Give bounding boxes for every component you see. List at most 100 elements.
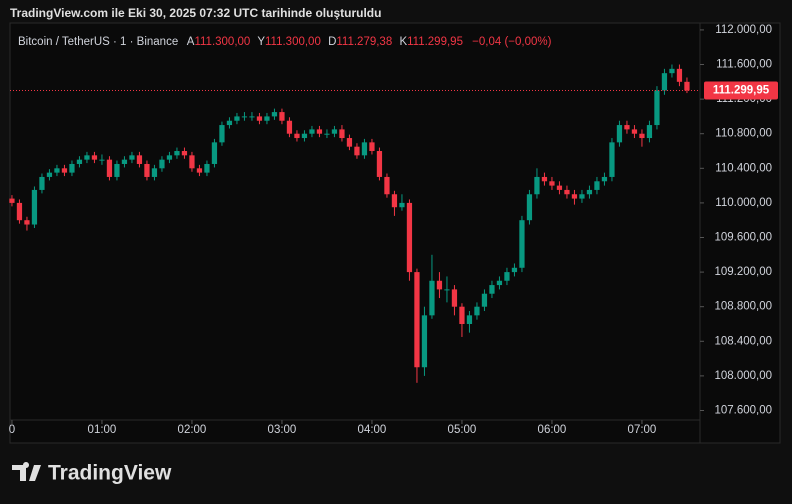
candle [249,112,255,121]
candle [406,199,413,281]
candle-body [309,129,315,134]
candle-body [256,116,263,121]
candle-body [76,159,83,164]
candle [444,276,450,303]
ohlc-value: 111.300,00 [194,36,250,48]
candle [196,164,203,177]
candle [136,151,143,168]
candle [684,77,690,94]
candle [669,64,675,78]
candle [354,143,360,159]
candle [241,112,248,121]
candle-body [354,146,360,156]
candle [579,189,585,203]
candle-body [234,116,240,121]
candle-body [129,155,135,160]
candle [174,147,180,159]
candle-body [564,189,570,195]
ohlc-value: 111.279,38 [336,36,392,48]
candle-body [504,272,510,281]
candle [361,138,368,159]
candle [61,164,68,177]
candle [541,172,548,186]
candle-body [601,176,608,182]
ohlc-label: Y [257,36,265,48]
candle-body [616,125,623,143]
candle-body [534,176,540,195]
candle-body [489,285,495,294]
candle [384,173,390,198]
candle [451,285,458,316]
candle [594,176,600,195]
x-tick-label: 02:00 [178,424,207,436]
candle [414,268,420,383]
candle [376,147,383,181]
candle [84,151,90,164]
candle-body [211,142,218,164]
candle-body [279,112,285,121]
candle [474,302,480,320]
y-tick-label: 109.600,00 [714,232,772,244]
candle-body [61,168,68,173]
candle-body [684,81,690,91]
candle-body [31,189,38,225]
candle-body [474,306,480,316]
candle-body [451,289,458,307]
candle [189,151,195,172]
candle [526,189,533,225]
last-price-box [704,81,778,100]
candle-body [369,142,375,152]
candle [556,181,563,195]
candle-body [541,176,548,182]
candle-body [84,155,90,160]
y-tick-label: 111.600,00 [716,59,772,71]
header: TradingView.com ile Eki 30, 2025 07:32 U… [10,6,381,20]
candle [511,263,518,277]
candle [564,185,570,199]
ohlc-label: D [328,36,336,48]
ohlc-label: A [187,36,195,48]
candle [24,216,30,231]
candle [654,86,660,130]
candle [331,125,338,138]
candle-body [676,68,683,82]
candle-body [444,289,450,291]
y-tick-label: 109.200,00 [714,266,772,278]
x-tick-label: 05:00 [448,424,477,436]
candle [9,195,15,207]
x-tick-label: 06:00 [538,424,567,436]
candle [676,64,683,87]
candle [309,125,315,138]
candle-body [414,272,420,368]
candle-body [571,194,578,199]
candle-body [661,73,668,91]
candle [159,156,165,172]
x-tick-label: 03:00 [268,424,297,436]
candle [151,164,158,181]
candle-body [181,151,188,156]
logo-icon [12,462,41,481]
candle-body [226,120,233,126]
candle-body [391,194,398,208]
candle [436,272,443,299]
candle-body [144,163,150,177]
candle [211,138,218,168]
candle-body [459,306,465,324]
candle [391,190,398,216]
candle [121,156,128,168]
y-tick-label: 108.800,00 [714,301,772,313]
candle-body [496,280,503,286]
candle [586,185,593,199]
y-tick-label: 110.800,00 [715,128,772,140]
change: −0,04 (−0,00%) [472,36,551,48]
y-tick-label: 110.000,00 [715,197,772,209]
candle [481,289,488,312]
candle [609,138,615,182]
candle-body [16,202,23,221]
candle [519,215,525,273]
candle-body [174,151,180,156]
candle [601,172,608,186]
x-tick-label: 0 [9,424,15,436]
candle [166,151,173,164]
